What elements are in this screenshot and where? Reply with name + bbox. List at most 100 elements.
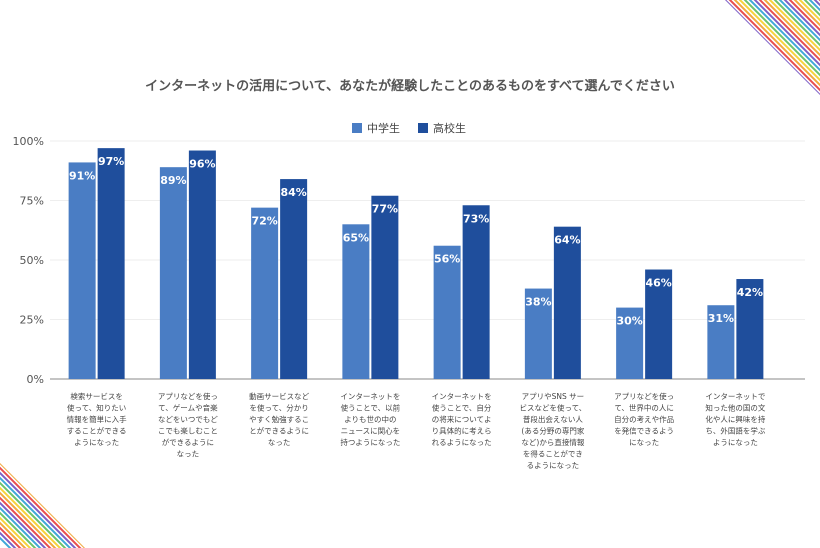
data-label: 89% [160,174,186,187]
x-tick-label: インターネットで知った他の国の文化や人に興味を持ち、外国語を学ぶようになった [705,392,765,447]
bar [524,288,552,379]
decor-stripe [769,0,820,95]
data-label: 72% [251,215,277,228]
data-label: 56% [434,253,460,266]
y-tick-label: 75% [20,195,44,208]
data-label: 96% [189,158,215,171]
decor-stripe [0,463,85,548]
bar [342,224,370,379]
legend-swatch-junior-high [352,123,362,133]
decor-stripe [105,438,225,548]
decor-stripe [100,438,220,548]
decor-stripe [725,0,820,95]
decor-stripe [0,463,85,548]
bar [433,245,461,379]
decor-stripe [784,0,820,95]
decor-stripe [54,463,85,548]
data-label: 84% [280,186,306,199]
decor-stripe [794,0,820,95]
x-tick-label: アプリやSNS サービスなどを使って、普段出会えない人(ある分野の専門家など)か… [520,392,587,470]
decor-stripe [774,0,820,95]
decor-stripe [0,463,56,548]
x-tick-label: インターネットを使うことで、以前よりも世の中のニュースに関心を持つようになった [340,392,400,447]
x-tick-label: 検索サービスを使って、知りたい情報を簡単に入手することができるようになった [67,391,127,447]
decor-stripe [110,438,230,548]
decor-stripe [69,463,85,548]
data-label: 97% [98,155,124,168]
data-label: 46% [645,277,671,290]
decor-stripe [0,463,41,548]
data-label: 73% [463,212,489,225]
decor-stripe [145,438,265,548]
decor-stripe [0,463,81,548]
decor-stripe [0,463,85,548]
decor-stripe [779,0,820,95]
x-tick-label: アプリなどを使って、世界中の人に自分の考えや作品を発信できるようになった [614,391,674,447]
decor-stripe [759,0,820,95]
y-tick-label: 25% [20,314,44,327]
decor-stripe [725,0,820,95]
decor-stripe [0,463,31,548]
decor-stripe [190,438,310,548]
decor-stripe [729,0,820,95]
y-tick-label: 0% [27,373,44,386]
decor-stripe [764,0,820,95]
x-tick-label: インターネットを使うことで、自分の将来についてより具体的に考えられるようになった [432,392,492,447]
decorative-stripes-bottom-left [0,438,315,548]
legend: 中学生 高校生 [352,121,466,135]
x-tick-label: 動画サービスなどを使って、分かりやすく勉強することができるようになった [249,392,309,447]
decor-stripe [195,438,315,548]
decor-stripe [0,463,76,548]
y-tick-label: 100% [13,135,44,148]
decor-stripe [64,463,85,548]
decor-stripe [739,0,820,95]
decor-stripe [744,0,820,95]
decor-stripe [0,463,46,548]
decor-stripe [789,0,820,95]
bar [462,205,490,379]
bar [616,307,644,379]
legend-swatch-high-school [418,123,428,133]
decor-stripe [754,0,820,95]
data-label: 64% [554,234,580,247]
decor-stripe [0,463,66,548]
data-label: 65% [343,231,369,244]
x-axis-labels: 検索サービスを使って、知りたい情報を簡単に入手することができるようになったアプリ… [67,391,766,470]
y-axis: 0% 25% 50% 75% 100% [13,135,44,386]
x-tick-label: アプリなどを使って、ゲームや音楽などをいつでもどこでも楽しむことができるようにな… [158,391,218,459]
data-label: 91% [69,169,95,182]
bar [188,150,216,379]
decor-stripe [0,463,36,548]
chart-title: インターネットの活用について、あなたが経験したことのあるものをすべて選んでくださ… [145,78,675,94]
data-label: 38% [525,296,551,309]
data-label: 30% [616,315,642,328]
decor-stripe [0,463,61,548]
decor-stripe [150,438,270,548]
decor-stripe [0,463,26,548]
decor-stripe [734,0,820,95]
data-label: 42% [737,286,763,299]
decor-stripe [140,438,260,548]
bar [280,179,308,379]
decor-stripe [725,0,820,95]
decor-stripe [749,0,820,95]
decor-stripe [0,463,85,548]
bar [553,226,581,379]
decor-stripe [155,438,275,548]
data-label: 77% [372,203,398,216]
data-label: 31% [708,312,734,325]
bar [97,148,125,379]
decor-stripe [185,438,305,548]
bar [736,279,764,379]
decor-stripe [0,463,71,548]
bar [251,207,279,379]
decor-stripe [725,0,820,95]
legend-label-junior-high: 中学生 [367,121,400,135]
decor-stripe [0,463,51,548]
bar [707,305,735,379]
bar [645,269,673,379]
bar [371,195,399,379]
y-tick-label: 50% [20,254,44,267]
legend-label-high-school: 高校生 [433,121,466,135]
